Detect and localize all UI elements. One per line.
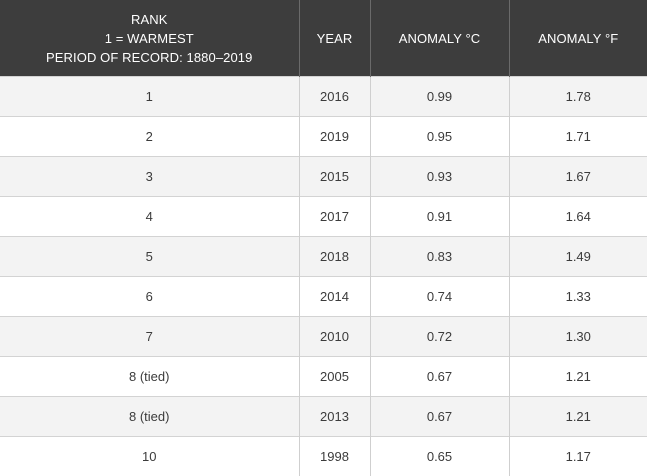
cell-year: 2013 [298,396,370,437]
cell-year: 2014 [298,276,370,317]
cell-year: 2005 [298,356,370,397]
cell-anomaly-c: 0.83 [369,236,509,277]
cell-year: 2019 [298,116,370,157]
cell-anomaly-c: 0.91 [369,196,509,237]
cell-rank: 8 (tied) [0,356,299,397]
cell-anomaly-f: 1.33 [508,276,647,317]
table-row: 1 2016 0.99 1.78 [0,76,647,117]
cell-anomaly-c: 0.93 [369,156,509,197]
cell-rank: 6 [0,276,299,317]
cell-anomaly-f: 1.78 [508,76,647,117]
cell-rank: 2 [0,116,299,157]
table-header: RANK 1 = WARMEST PERIOD OF RECORD: 1880–… [0,0,647,77]
table-row: 8 (tied) 2005 0.67 1.21 [0,356,647,397]
cell-anomaly-f: 1.67 [508,156,647,197]
cell-anomaly-f: 1.21 [508,396,647,437]
cell-anomaly-f: 1.21 [508,356,647,397]
cell-anomaly-f: 1.17 [508,436,647,476]
header-rank-line-1: RANK [130,11,168,27]
table-body: 1 2016 0.99 1.78 2 2019 0.95 1.71 3 2015… [0,76,647,476]
table-row: 5 2018 0.83 1.49 [0,236,647,277]
cell-anomaly-c: 0.67 [369,396,509,437]
table-row: 8 (tied) 2013 0.67 1.21 [0,396,647,437]
cell-rank: 5 [0,236,299,277]
cell-anomaly-f: 1.64 [508,196,647,237]
cell-anomaly-c: 0.72 [369,316,509,357]
table-row: 6 2014 0.74 1.33 [0,276,647,317]
table-row: 4 2017 0.91 1.64 [0,196,647,237]
cell-year: 2016 [298,76,370,117]
cell-rank: 8 (tied) [0,396,299,437]
cell-anomaly-c: 0.65 [369,436,509,476]
cell-year: 2017 [298,196,370,237]
header-rank-line-2: 1 = WARMEST [104,30,194,46]
cell-year: 2018 [298,236,370,277]
header-rank-line-3: PERIOD OF RECORD: 1880–2019 [46,49,253,65]
table-row: 3 2015 0.93 1.67 [0,156,647,197]
table-row: 10 1998 0.65 1.17 [0,436,647,476]
cell-anomaly-c: 0.74 [369,276,509,317]
header-rank: RANK 1 = WARMEST PERIOD OF RECORD: 1880–… [0,0,299,77]
header-anomaly-c: ANOMALY °C [369,0,509,77]
cell-anomaly-f: 1.71 [508,116,647,157]
cell-year: 2010 [298,316,370,357]
cell-rank: 4 [0,196,299,237]
cell-year: 1998 [298,436,370,476]
cell-year: 2015 [298,156,370,197]
header-row: RANK 1 = WARMEST PERIOD OF RECORD: 1880–… [0,0,647,77]
cell-rank: 3 [0,156,299,197]
cell-rank: 1 [0,76,299,117]
header-year: YEAR [298,0,370,77]
cell-anomaly-f: 1.30 [508,316,647,357]
table-row: 2 2019 0.95 1.71 [0,116,647,157]
table-row: 7 2010 0.72 1.30 [0,316,647,357]
cell-rank: 10 [0,436,299,476]
cell-anomaly-f: 1.49 [508,236,647,277]
cell-anomaly-c: 0.95 [369,116,509,157]
cell-rank: 7 [0,316,299,357]
cell-anomaly-c: 0.99 [369,76,509,117]
header-anomaly-f: ANOMALY °F [508,0,647,77]
cell-anomaly-c: 0.67 [369,356,509,397]
